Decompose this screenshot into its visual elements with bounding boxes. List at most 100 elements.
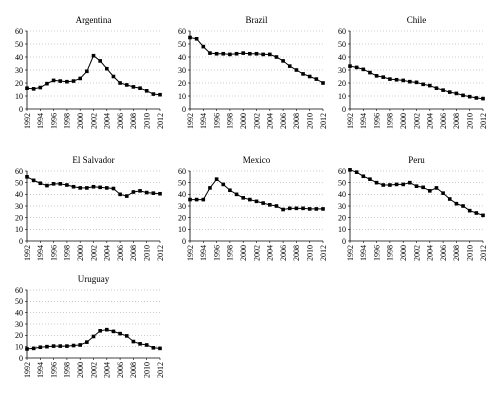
data-point: [261, 52, 265, 57]
y-tick-label: 10: [178, 225, 186, 234]
data-point: [408, 79, 412, 84]
y-tick-label: 0: [342, 237, 346, 246]
data-point: [25, 347, 29, 351]
y-tick-label: 10: [15, 342, 23, 351]
x-tick-label: 2008: [292, 113, 301, 129]
data-point: [294, 68, 299, 72]
x-tick-label: 1994: [36, 362, 45, 378]
data-point: [467, 94, 472, 99]
data-point: [51, 182, 56, 186]
data-point: [105, 66, 109, 71]
data-point: [91, 334, 96, 339]
chart-title: El Salvador: [72, 155, 114, 165]
x-tick-label: 2006: [279, 245, 288, 261]
x-tick-label: 1996: [372, 113, 381, 129]
x-tick-label: 1994: [36, 113, 45, 129]
data-point: [221, 182, 226, 187]
data-point: [45, 81, 49, 86]
y-tick-label: 20: [15, 213, 23, 222]
data-point: [221, 51, 226, 56]
x-tick-label: 1996: [49, 245, 58, 261]
data-point: [25, 86, 29, 90]
x-tick-label: 2010: [143, 362, 152, 378]
y-tick-label: 50: [338, 178, 346, 187]
y-tick-label: 50: [178, 178, 186, 187]
x-tick-label: 2000: [239, 245, 248, 261]
data-point: [151, 346, 156, 350]
x-tick-label: 2002: [89, 245, 98, 261]
data-point: [368, 177, 372, 181]
data-point: [144, 343, 149, 347]
data-point: [138, 86, 142, 90]
data-point: [194, 197, 199, 202]
y-tick-label: 60: [338, 167, 346, 176]
x-tick-label: 1994: [359, 113, 368, 129]
data-point: [481, 213, 485, 218]
x-tick-label: 2004: [426, 245, 435, 261]
chart-panel: Argentina 0 10 20 30 40 50 60 1992 1994 1996 1998 20…: [15, 15, 165, 129]
data-point: [131, 85, 136, 89]
x-tick-label: 2000: [76, 245, 85, 261]
x-tick-label: 2002: [412, 113, 421, 129]
data-point: [71, 343, 76, 348]
chart-title: Peru: [408, 155, 425, 165]
x-tick-label: 1998: [63, 362, 72, 378]
data-point: [78, 343, 82, 347]
y-tick-label: 50: [15, 178, 23, 187]
x-tick-label: 2006: [116, 362, 125, 378]
data-point: [91, 184, 96, 189]
series-line: [189, 37, 324, 84]
data-point: [474, 211, 479, 215]
data-point: [294, 206, 299, 211]
x-tick-label: 1998: [386, 113, 395, 129]
y-tick-label: 40: [338, 190, 346, 199]
data-point: [158, 191, 162, 196]
x-tick-label: 1994: [359, 245, 368, 261]
y-tick-label: 50: [15, 297, 23, 306]
data-point: [321, 207, 325, 211]
data-point: [208, 51, 212, 55]
x-tick-label: 2004: [103, 113, 112, 129]
x-tick-label: 2006: [116, 113, 125, 129]
data-point: [268, 52, 272, 57]
data-point: [301, 206, 305, 211]
chart-title: Uruguay: [78, 274, 110, 284]
data-point: [414, 184, 419, 188]
series-line: [349, 169, 484, 216]
y-tick-label: 30: [15, 320, 23, 329]
chart-title: Mexico: [243, 155, 271, 165]
y-tick-label: 20: [338, 79, 346, 88]
data-point: [281, 207, 285, 212]
data-point: [31, 346, 36, 351]
x-tick-label: 2012: [156, 245, 165, 261]
data-point: [38, 181, 43, 186]
data-point: [408, 180, 412, 185]
data-point: [124, 334, 129, 338]
data-point: [124, 83, 129, 87]
x-tick-label: 1996: [212, 245, 221, 261]
data-point: [214, 51, 219, 56]
data-point: [71, 184, 76, 189]
data-point: [381, 183, 386, 187]
data-point: [394, 77, 399, 82]
data-point: [151, 92, 156, 96]
y-tick-label: 60: [15, 167, 23, 176]
data-point: [118, 192, 122, 197]
data-point: [98, 329, 102, 333]
x-tick-label: 2002: [412, 245, 421, 261]
data-point: [214, 177, 219, 181]
data-point: [194, 37, 199, 41]
data-point: [158, 92, 162, 97]
x-tick-label: 1992: [23, 362, 32, 378]
data-point: [105, 327, 109, 332]
x-tick-label: 1992: [346, 113, 355, 129]
data-point: [254, 199, 259, 204]
y-tick-label: 0: [182, 105, 186, 114]
data-point: [85, 186, 89, 190]
y-tick-label: 60: [178, 167, 186, 176]
y-tick-label: 60: [178, 27, 186, 36]
data-point: [307, 207, 312, 211]
x-tick-label: 1996: [372, 245, 381, 261]
x-tick-label: 1998: [226, 113, 235, 129]
